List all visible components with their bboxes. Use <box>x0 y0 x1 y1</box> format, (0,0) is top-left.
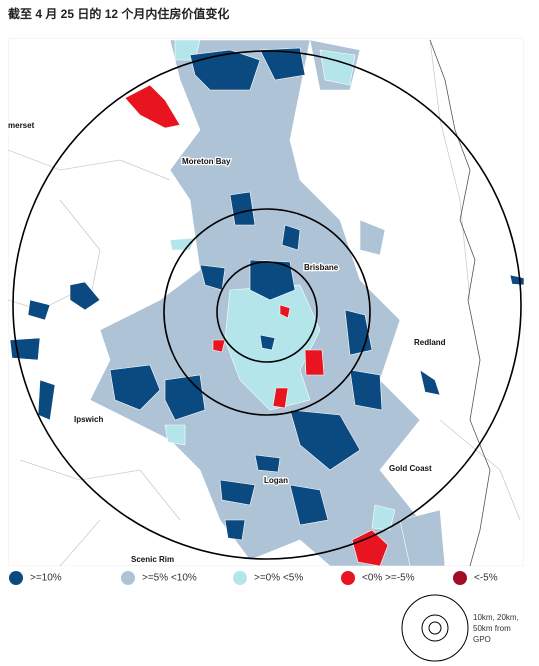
legend-swatch <box>233 571 247 585</box>
place-label: Logan <box>264 476 288 485</box>
key-ring <box>428 621 442 635</box>
note-line: GPO <box>473 635 491 644</box>
note-line: 10km, 20km, <box>473 613 519 622</box>
place-label: Scenic Rim <box>131 555 174 564</box>
ring-20km <box>163 208 371 416</box>
rings-note: 10km, 20km, 50km from GPO <box>473 613 519 644</box>
legend-swatch <box>453 571 467 585</box>
region-patch <box>124 84 389 566</box>
place-label: Gold Coast <box>389 464 432 473</box>
legend-label: >=10% <box>30 573 62 584</box>
map <box>8 38 524 566</box>
ring-10km <box>216 261 318 363</box>
title: 截至 4 月 25 日的 12 个月内住房价值变化 <box>8 6 229 21</box>
legend-swatch <box>121 571 135 585</box>
legend-label: >=0% <5% <box>254 573 303 584</box>
legend-label: >=5% <10% <box>142 573 197 584</box>
note-line: 50km from <box>473 624 511 633</box>
legend-label: <-5% <box>474 573 498 584</box>
key-ring <box>421 614 449 642</box>
place-label: Redland <box>414 338 446 347</box>
ring-50km <box>12 50 522 560</box>
legend-swatch <box>9 571 23 585</box>
place-labels: merset Moreton Bay Brisbane Redland Ipswich G… <box>7 120 447 566</box>
place-label: Ipswich <box>74 415 103 424</box>
place-label: Moreton Bay <box>182 157 231 166</box>
distance-rings <box>12 50 522 560</box>
legend: >=10% >=5% <10% >=0% <5% <0% >=-5% <-5% <box>9 571 498 585</box>
rings-key <box>401 594 469 662</box>
legend-label: <0% >=-5% <box>362 573 415 584</box>
place-label: merset <box>8 121 35 130</box>
coastline <box>429 39 491 566</box>
legend-swatch <box>341 571 355 585</box>
region-patch <box>309 39 446 566</box>
place-label: Brisbane <box>304 263 339 272</box>
key-ring <box>401 594 469 662</box>
